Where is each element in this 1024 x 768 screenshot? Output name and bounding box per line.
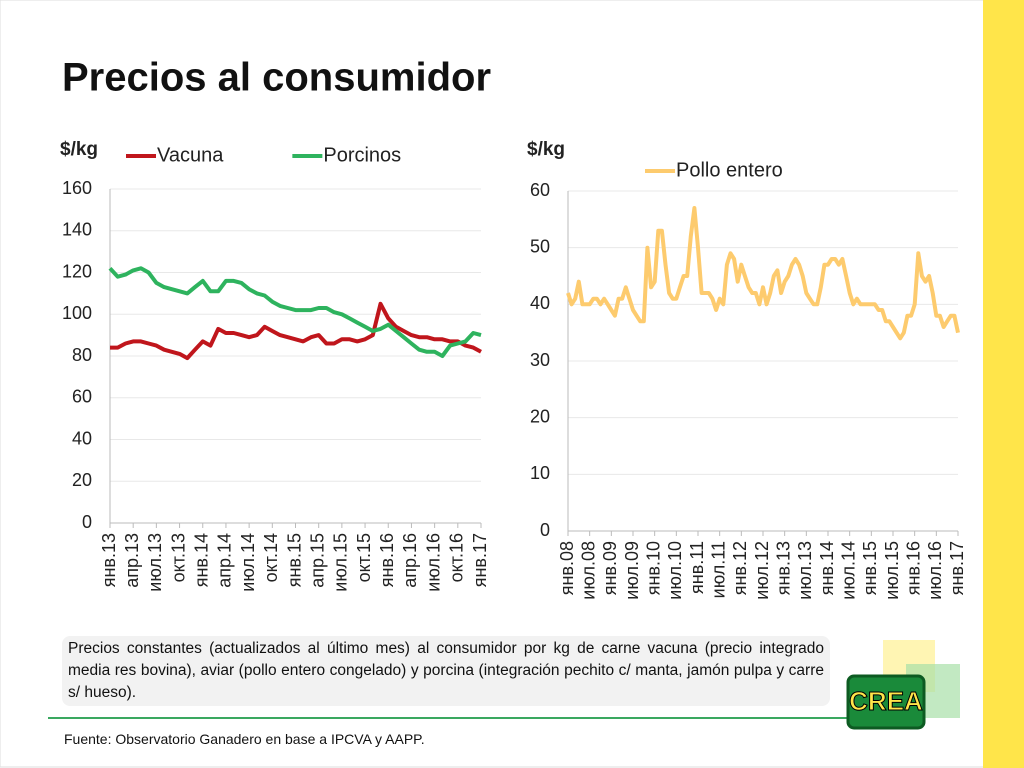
- x-tick-label: июл.15: [882, 541, 902, 600]
- y-tick-label: 30: [530, 350, 550, 370]
- x-tick-label: июл.08: [578, 541, 598, 600]
- x-tick-label: янв.15: [860, 541, 880, 595]
- source: Fuente: Observatorio Ganadero en base a …: [64, 731, 425, 747]
- x-tick-label: апр.16: [400, 533, 420, 588]
- x-tick-label: янв.15: [284, 533, 304, 587]
- caption: Precios constantes (actualizados al últi…: [62, 636, 830, 706]
- x-tick-label: янв.14: [817, 541, 837, 595]
- x-tick-label: июл.16: [423, 533, 443, 592]
- x-tick-label: янв.09: [600, 541, 620, 595]
- x-tick-label: янв.13: [773, 541, 793, 595]
- y-axis-label: $/kg: [60, 139, 98, 160]
- x-tick-label: янв.17: [470, 533, 490, 587]
- x-tick-label: апр.14: [215, 533, 235, 588]
- legend-label: Pollo entero: [676, 159, 783, 181]
- x-tick-label: июл.11: [708, 541, 728, 598]
- logo-text: CREA: [849, 686, 923, 716]
- x-tick-label: июл.15: [331, 533, 351, 592]
- x-tick-label: окт.13: [168, 533, 188, 582]
- x-tick-label: июл.09: [622, 541, 642, 600]
- side-bar: [983, 0, 1024, 768]
- x-tick-label: июл.14: [238, 533, 258, 592]
- y-tick-label: 0: [82, 512, 92, 532]
- x-tick-label: июл.13: [145, 533, 165, 592]
- x-tick-label: июл.12: [752, 541, 772, 600]
- y-tick-label: 10: [530, 463, 550, 483]
- y-tick-label: 0: [540, 520, 550, 540]
- y-tick-label: 120: [62, 261, 92, 281]
- x-tick-label: янв.11: [687, 541, 707, 594]
- slide-title: Precios al consumidor: [62, 56, 491, 100]
- x-tick-label: окт.16: [447, 533, 467, 582]
- y-tick-label: 100: [62, 303, 92, 323]
- x-tick-label: янв.08: [557, 541, 577, 595]
- x-tick-label: апр.15: [307, 533, 327, 588]
- x-tick-label: янв.13: [99, 533, 119, 587]
- series-line: [566, 206, 960, 341]
- x-tick-label: апр.13: [122, 533, 142, 588]
- y-tick-label: 140: [62, 220, 92, 240]
- y-tick-label: 60: [72, 387, 92, 407]
- y-axis-label: $/kg: [527, 139, 565, 160]
- x-tick-label: янв.16: [903, 541, 923, 595]
- y-tick-label: 40: [530, 293, 550, 313]
- legend-label: Vacuna: [157, 144, 224, 166]
- y-tick-label: 20: [530, 406, 550, 426]
- y-tick-label: 20: [72, 470, 92, 490]
- x-tick-label: окт.14: [261, 533, 281, 582]
- y-tick-label: 50: [530, 236, 550, 256]
- x-tick-label: янв.10: [643, 541, 663, 595]
- series-line: [108, 266, 482, 358]
- x-tick-label: янв.17: [947, 541, 967, 595]
- x-tick-label: июл.14: [838, 541, 858, 600]
- y-tick-label: 40: [72, 428, 92, 448]
- y-tick-label: 60: [530, 180, 550, 200]
- x-tick-label: окт.15: [354, 533, 374, 582]
- x-tick-label: янв.12: [730, 541, 750, 595]
- y-tick-label: 80: [72, 345, 92, 365]
- x-tick-label: янв.14: [192, 533, 212, 587]
- x-tick-label: янв.16: [377, 533, 397, 587]
- series-line: [110, 301, 482, 361]
- y-tick-label: 160: [62, 178, 92, 198]
- logo-badge: [846, 674, 926, 730]
- x-tick-label: июл.16: [925, 541, 945, 600]
- x-tick-label: июл.10: [665, 541, 685, 600]
- legend-label: Porcinos: [323, 144, 401, 166]
- x-tick-label: июл.13: [795, 541, 815, 600]
